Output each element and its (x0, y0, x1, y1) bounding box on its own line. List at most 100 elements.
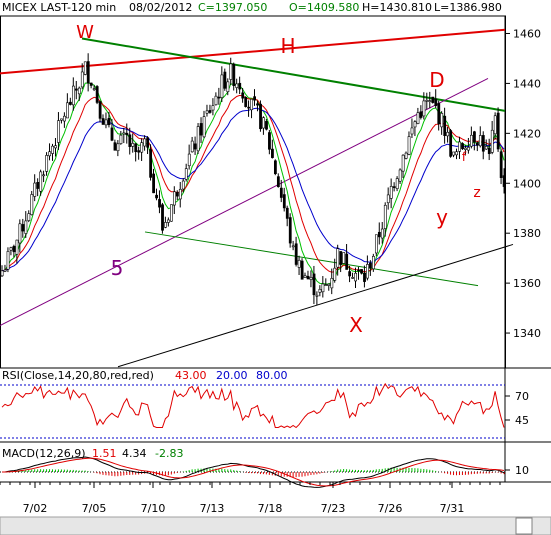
wave-labels: W H Df z y 5 X (76, 22, 481, 337)
candle-body (348, 271, 352, 277)
candle-body (306, 275, 310, 280)
candle-body (244, 96, 248, 107)
candle-body (63, 115, 66, 122)
price-tick-label: 1460 (513, 27, 541, 40)
candle-body (496, 112, 500, 150)
candle-body (158, 199, 161, 208)
candle-body (386, 194, 390, 204)
candle-body (285, 207, 289, 219)
candle-body (407, 136, 411, 155)
candle-body (152, 173, 156, 194)
candle-body (443, 115, 447, 136)
open-value: O=1409.580 (289, 1, 360, 14)
candle-body (288, 217, 292, 244)
candle-body (484, 146, 488, 150)
candle-body (12, 245, 16, 253)
candle-body (92, 88, 96, 90)
date-tick-label: 7/05 (82, 502, 107, 515)
candle-body (24, 220, 28, 234)
candle-body (265, 121, 268, 130)
candle-body (309, 277, 313, 280)
date-tick-label: 7/18 (258, 502, 283, 515)
candle-body (98, 101, 102, 119)
scrollbar-track[interactable] (0, 516, 551, 535)
candle-body (0, 270, 4, 277)
candle-body (449, 130, 453, 157)
panel-frames (0, 15, 551, 483)
candle-body (36, 181, 40, 189)
date-label: 08/02/2012 (129, 1, 193, 14)
rsi-line (1, 382, 505, 429)
candle-body (431, 96, 435, 103)
price-tick-label: 1440 (513, 77, 541, 90)
candle-body (51, 145, 55, 154)
candle-body (39, 171, 43, 192)
scrollbar[interactable] (0, 516, 551, 535)
candle-body (262, 117, 265, 129)
candle-body (389, 186, 393, 199)
candle-body (170, 204, 173, 222)
wave-label: y (436, 205, 448, 229)
candle-body (422, 100, 426, 117)
candle-body (3, 269, 7, 272)
candle-body (276, 176, 280, 187)
candle-body (42, 174, 46, 177)
candle-body (428, 100, 432, 102)
candle-body (86, 61, 90, 84)
scrollbar-thumb[interactable] (515, 517, 533, 535)
candle-body (363, 272, 366, 282)
wave-label: H (280, 34, 295, 58)
candle-body (339, 251, 343, 265)
candle-body (487, 147, 491, 154)
candle-body (217, 96, 221, 99)
candle-body (205, 110, 209, 114)
rsi-label: RSI(Close,14,20,80,red,red) (2, 369, 154, 382)
price-tick-label: 1420 (513, 127, 541, 140)
candle-body (303, 275, 307, 278)
wave-label: z (473, 185, 480, 201)
candle-body (273, 160, 277, 175)
candle-body (178, 188, 182, 200)
candle-body (297, 259, 301, 268)
candle-body (137, 150, 141, 153)
candle-body (208, 110, 212, 113)
candle-body (410, 127, 414, 135)
candle-body (83, 61, 87, 75)
channel-lower-line (0, 77, 489, 327)
candle-body (282, 194, 286, 209)
candle-body (279, 187, 283, 198)
candle-body (446, 131, 450, 137)
candle-body (481, 135, 485, 152)
candle-body (455, 151, 459, 156)
candle-body (464, 147, 467, 150)
candle-body (360, 269, 363, 274)
candle-body (214, 95, 218, 106)
candle-body (374, 234, 378, 254)
candle-body (300, 260, 304, 280)
candle-body (475, 142, 479, 146)
candle-body (470, 134, 473, 147)
candle-body (250, 98, 254, 111)
ma-fast-line (1, 82, 505, 285)
candle-body (69, 101, 72, 105)
candle-body (134, 143, 138, 153)
candle-body (181, 180, 185, 190)
candle-body (336, 248, 340, 268)
close-value: C=1397.050 (198, 1, 268, 14)
candle-body (223, 71, 227, 89)
candle-body (187, 153, 191, 167)
wave-label: X (349, 313, 363, 337)
candle-body (372, 256, 375, 270)
candle-body (271, 148, 274, 158)
high-value: H=1430.810 (362, 1, 432, 14)
candle-body (312, 273, 316, 296)
candle-body (54, 145, 57, 149)
macd-value-3: -2.83 (155, 447, 184, 460)
candle-body (238, 82, 242, 90)
candle-body (490, 129, 494, 153)
date-tick-label: 7/31 (440, 502, 465, 515)
candle-body (404, 152, 408, 159)
wave-label: 5 (111, 256, 124, 280)
support-trendline (117, 243, 514, 368)
